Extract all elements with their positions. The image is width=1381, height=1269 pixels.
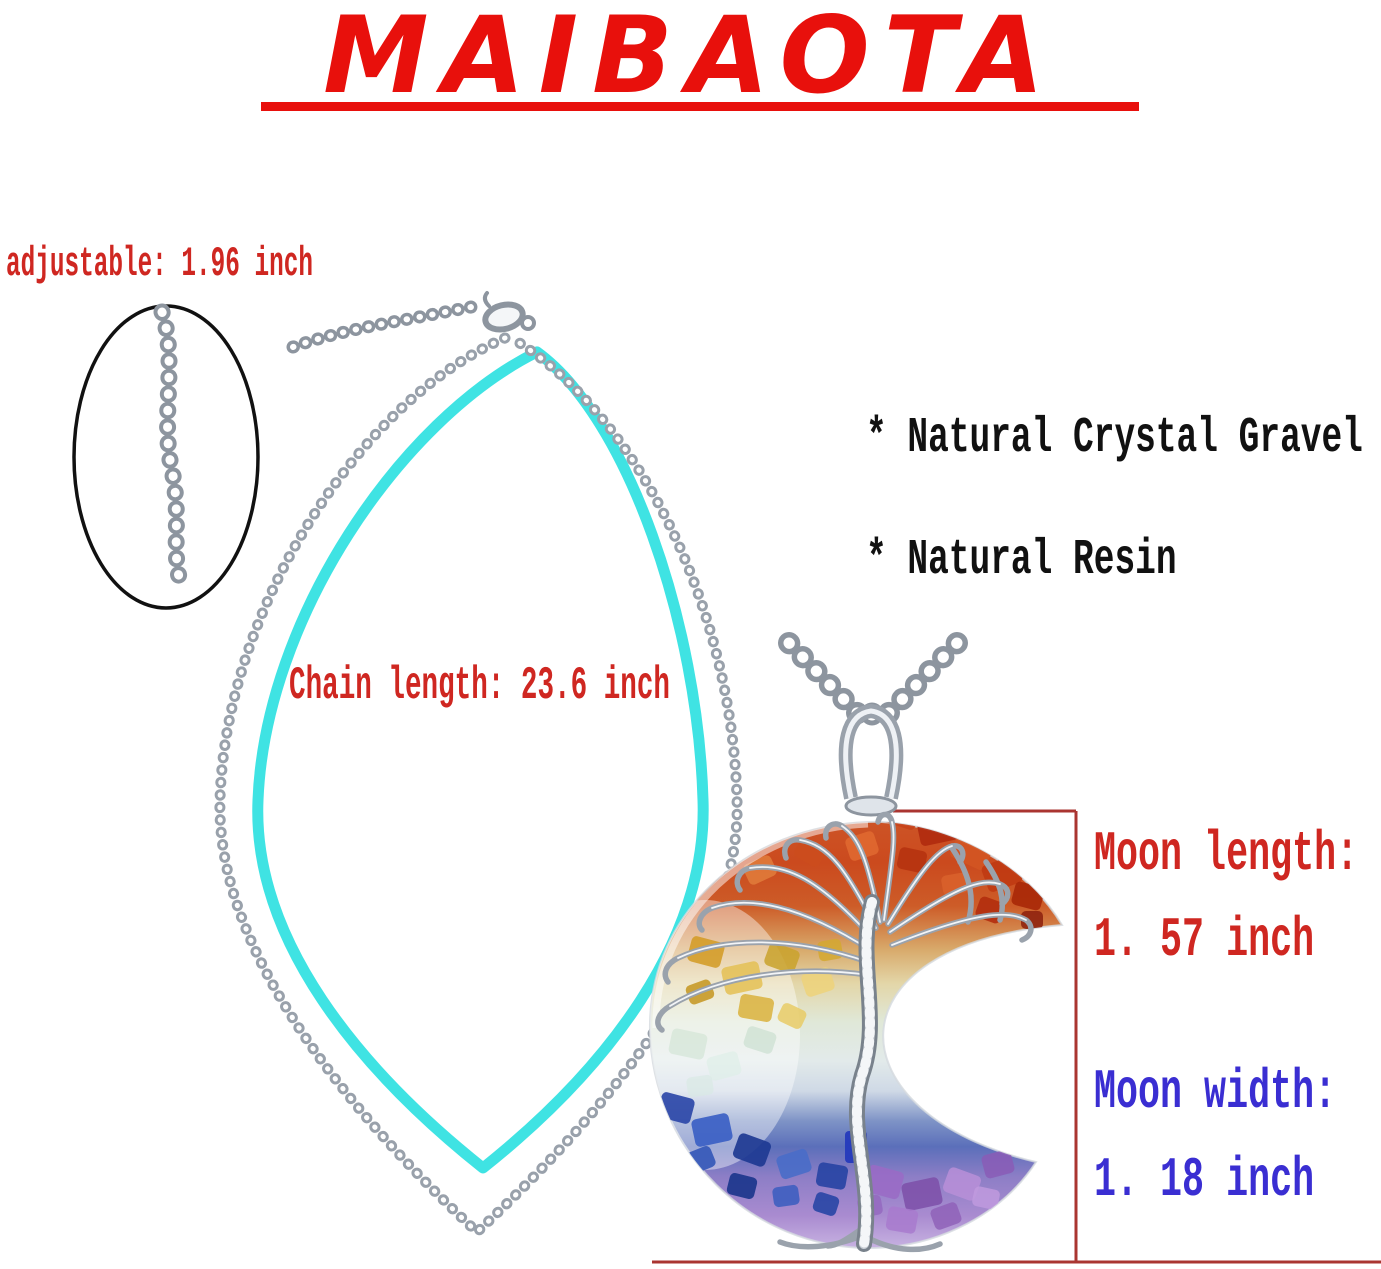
feature-crystal-gravel: * Natural Crystal Gravel [866,410,1363,467]
tree-trunk-wire [857,902,872,1244]
moon-width-value: 1. 18 inch [1094,1148,1315,1212]
moon-length-value: 1. 57 inch [1094,908,1315,972]
feature-resin: * Natural Resin [866,532,1177,589]
moon-dimension-lines [652,809,1381,1264]
moon-width-label: Moon width: [1094,1060,1337,1124]
extender-chain-tail [293,305,481,347]
lobster-clasp-icon [482,291,536,333]
chain-length-guide-line [252,346,709,1174]
gravel-pale [668,1026,777,1098]
moon-pendant [648,820,1064,1250]
moon-length-label: Moon length: [1094,822,1359,886]
extender-chain-magnified [162,312,182,588]
brand-underline [261,102,1139,111]
gravel-blue [657,1092,867,1216]
adjustable-length-label: adjustable: 1.96 inch [6,240,313,288]
tree-of-life-wire [655,811,1034,1253]
pendant-bail [838,702,904,817]
chain-length-label: Chain length: 23.6 inch [289,660,670,712]
necklace-chain [220,338,737,1232]
brand-title: MAIBAOTA [323,0,1058,117]
moon-edge-highlight [652,821,869,1029]
